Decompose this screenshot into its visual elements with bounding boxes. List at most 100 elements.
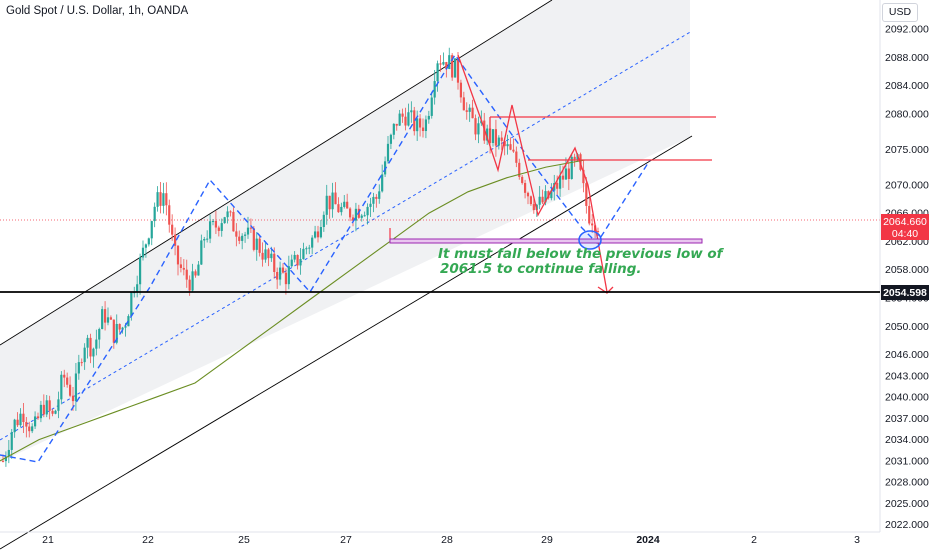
- candle-body[interactable]: [494, 129, 498, 146]
- candle-body[interactable]: [45, 400, 48, 415]
- candle-body[interactable]: [112, 319, 115, 343]
- candle-body[interactable]: [101, 309, 104, 330]
- candle-body[interactable]: [267, 249, 270, 259]
- candle-body[interactable]: [529, 196, 533, 205]
- candle-body[interactable]: [398, 113, 401, 126]
- candle-body[interactable]: [541, 196, 544, 203]
- candle-body[interactable]: [582, 169, 585, 184]
- candle-body[interactable]: [573, 156, 576, 160]
- candle-body[interactable]: [570, 156, 573, 179]
- candle-body[interactable]: [243, 234, 247, 236]
- candle-body[interactable]: [19, 413, 22, 426]
- candle-body[interactable]: [36, 416, 40, 419]
- candle-body[interactable]: [223, 217, 226, 224]
- candle-body[interactable]: [153, 206, 156, 222]
- candle-body[interactable]: [427, 115, 430, 120]
- candle-body[interactable]: [456, 58, 460, 83]
- candle-body[interactable]: [232, 211, 235, 232]
- candle-body[interactable]: [319, 226, 323, 238]
- candle-body[interactable]: [211, 221, 215, 223]
- candle-body[interactable]: [424, 119, 428, 132]
- candle-body[interactable]: [28, 426, 31, 432]
- candle-body[interactable]: [567, 168, 570, 179]
- candle-body[interactable]: [182, 267, 185, 270]
- candle-body[interactable]: [48, 400, 51, 411]
- candle-body[interactable]: [564, 168, 568, 180]
- channel-upper-line[interactable]: [0, 0, 553, 346]
- candle-body[interactable]: [488, 128, 492, 143]
- candle-body[interactable]: [418, 118, 422, 128]
- support-zone[interactable]: [389, 238, 703, 244]
- candle-body[interactable]: [407, 112, 410, 126]
- candle-body[interactable]: [136, 284, 139, 293]
- candle-body[interactable]: [308, 247, 311, 249]
- candle-body[interactable]: [57, 399, 60, 411]
- candle-body[interactable]: [334, 192, 337, 205]
- candle-body[interactable]: [459, 82, 463, 98]
- candle-body[interactable]: [290, 259, 293, 267]
- candle-body[interactable]: [80, 362, 83, 364]
- candle-body[interactable]: [109, 317, 113, 320]
- candle-body[interactable]: [448, 55, 451, 70]
- candle-body[interactable]: [453, 58, 457, 78]
- candle-body[interactable]: [293, 254, 296, 260]
- test-circle[interactable]: [578, 230, 602, 250]
- candle-body[interactable]: [392, 123, 395, 135]
- time-axis[interactable]: 21 22 25 27 28 29 2024 2 3: [42, 534, 860, 546]
- candle-body[interactable]: [328, 195, 331, 210]
- candle-body[interactable]: [585, 183, 588, 206]
- candle-body[interactable]: [550, 190, 553, 199]
- candle-body[interactable]: [410, 110, 413, 113]
- candle-body[interactable]: [121, 327, 124, 330]
- currency-button[interactable]: USD: [882, 3, 918, 22]
- candle-body[interactable]: [42, 404, 45, 415]
- candle-body[interactable]: [214, 221, 218, 228]
- candle-body[interactable]: [270, 253, 273, 259]
- candle-body[interactable]: [264, 249, 267, 260]
- candle-body[interactable]: [354, 208, 358, 221]
- candle-body[interactable]: [311, 237, 314, 248]
- candle-body[interactable]: [276, 271, 279, 280]
- candle-body[interactable]: [343, 201, 346, 207]
- candle-body[interactable]: [401, 113, 404, 117]
- candle-body[interactable]: [203, 239, 206, 241]
- candle-body[interactable]: [176, 245, 180, 265]
- candle-body[interactable]: [363, 215, 366, 217]
- candle-body[interactable]: [313, 231, 317, 238]
- candle-body[interactable]: [13, 419, 16, 433]
- candle-body[interactable]: [360, 215, 363, 218]
- candle-body[interactable]: [238, 236, 241, 241]
- moving-average-line[interactable]: [0, 159, 586, 462]
- candle-body[interactable]: [130, 292, 133, 317]
- candle-body[interactable]: [71, 395, 75, 402]
- price-axis[interactable]: 2092.000 2088.000 2084.000 2080.000 2075.000…: [885, 24, 929, 532]
- candle-body[interactable]: [395, 123, 398, 126]
- candle-body[interactable]: [281, 267, 285, 273]
- candle-body[interactable]: [465, 110, 468, 112]
- candle-body[interactable]: [486, 128, 489, 141]
- candle-body[interactable]: [25, 422, 28, 427]
- candle-body[interactable]: [526, 192, 530, 197]
- candle-body[interactable]: [77, 362, 80, 374]
- candle-body[interactable]: [39, 404, 43, 419]
- candle-body[interactable]: [162, 193, 165, 206]
- candle-body[interactable]: [51, 410, 54, 414]
- candle-body[interactable]: [7, 449, 10, 457]
- candle-body[interactable]: [305, 248, 308, 250]
- candle-body[interactable]: [141, 247, 145, 258]
- candle-body[interactable]: [241, 235, 244, 241]
- channel-median-line[interactable]: [0, 30, 693, 441]
- candle-body[interactable]: [518, 162, 521, 177]
- candle-body[interactable]: [512, 149, 515, 152]
- candle-body[interactable]: [92, 348, 95, 357]
- candle-body[interactable]: [68, 384, 72, 396]
- candle-body[interactable]: [168, 205, 171, 225]
- candle-body[interactable]: [523, 182, 527, 193]
- candle-body[interactable]: [337, 204, 340, 213]
- candle-body[interactable]: [383, 161, 387, 175]
- candle-body[interactable]: [171, 224, 174, 235]
- candle-body[interactable]: [54, 410, 57, 414]
- candle-body[interactable]: [433, 81, 436, 98]
- candle-body[interactable]: [375, 196, 378, 199]
